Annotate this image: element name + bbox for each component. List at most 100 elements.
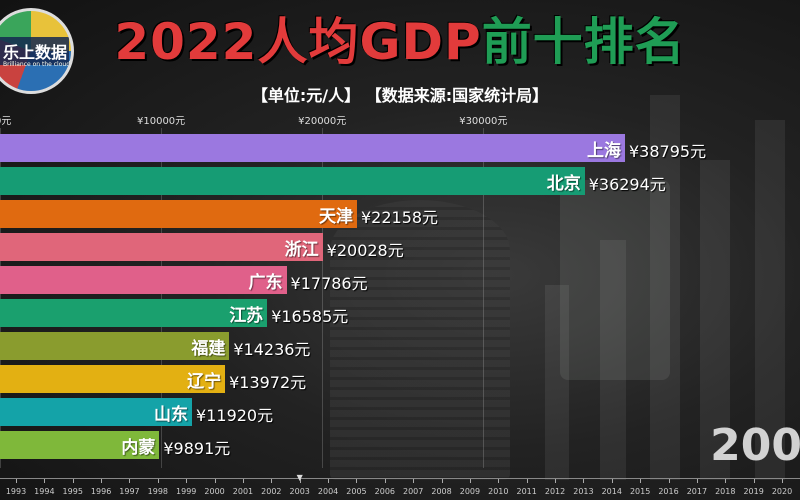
timeline-tick-mark bbox=[271, 479, 273, 483]
bar-value-label: ¥38795元 bbox=[629, 142, 707, 161]
timeline-year-label[interactable]: 2006 bbox=[374, 487, 395, 496]
bar bbox=[0, 134, 625, 162]
timeline-year-label[interactable]: 2000 bbox=[204, 487, 225, 496]
timeline-tick-mark bbox=[186, 479, 188, 483]
logo: 乐上数据 Brilliance on the cloud bbox=[0, 8, 74, 94]
timeline-year-label[interactable]: 1996 bbox=[90, 487, 112, 496]
timeline-year-label[interactable]: 2004 bbox=[317, 487, 339, 496]
timeline-year-label[interactable]: 2002 bbox=[261, 487, 282, 496]
year-watermark: 200 bbox=[710, 420, 800, 471]
timeline-tick-mark bbox=[413, 479, 415, 483]
gridline bbox=[161, 128, 163, 468]
bar-category-label: 内蒙 bbox=[121, 438, 156, 458]
timeline-tick-mark bbox=[214, 479, 216, 483]
timeline-year-label[interactable]: 2012 bbox=[544, 487, 566, 496]
timeline-year-label[interactable]: 2009 bbox=[459, 487, 481, 496]
x-axis-top: ¥0元 ¥10000元 ¥20000元 ¥30000元 bbox=[0, 112, 800, 132]
bar-category-label: 北京 bbox=[546, 174, 581, 194]
timeline-year-label[interactable]: 1994 bbox=[34, 487, 55, 496]
x-tick-label: ¥10000元 bbox=[137, 116, 186, 127]
timeline-year-label[interactable]: 1998 bbox=[147, 487, 169, 496]
x-tick-label: ¥30000元 bbox=[459, 116, 508, 127]
timeline-tick-mark bbox=[696, 479, 698, 483]
bar-value-label: ¥22158元 bbox=[360, 208, 439, 227]
timeline-cursor-icon[interactable]: ▼ bbox=[296, 473, 303, 482]
timeline-tick-mark bbox=[611, 479, 613, 483]
timeline-axis[interactable]: 1993 1994 1995 1996 1997 1998 1999 2000 2001 2002… bbox=[0, 473, 800, 500]
timeline-year-label[interactable]: 1995 bbox=[62, 487, 83, 496]
timeline-tick-mark bbox=[328, 479, 330, 483]
bar bbox=[0, 233, 323, 261]
bar bbox=[0, 365, 226, 393]
timeline-year-label[interactable]: 2005 bbox=[346, 487, 367, 496]
gridline bbox=[0, 128, 1, 468]
timeline-year-label[interactable]: 1999 bbox=[176, 487, 197, 496]
timeline-year-label[interactable]: 2007 bbox=[402, 487, 424, 496]
timeline-tick-mark bbox=[242, 479, 244, 483]
timeline-tick-mark bbox=[526, 479, 528, 483]
timeline-tick-mark bbox=[356, 479, 358, 483]
timeline-tick-mark bbox=[498, 479, 500, 483]
chart-subtitle: 【单位:元/人】 【数据来源:国家统计局】 bbox=[251, 86, 549, 105]
bg-column bbox=[545, 285, 569, 480]
x-tick-label: ¥0元 bbox=[0, 116, 12, 127]
timeline-tick-mark bbox=[441, 479, 443, 483]
timeline-year-label[interactable]: 2018 bbox=[715, 487, 736, 496]
bar-category-label: 福建 bbox=[191, 339, 226, 359]
timeline-year-label[interactable]: 2013 bbox=[573, 487, 594, 496]
bar bbox=[0, 266, 287, 294]
timeline-year-label[interactable]: 1993 bbox=[5, 487, 27, 496]
timeline-tick-mark bbox=[555, 479, 557, 483]
timeline-year-label[interactable]: 1997 bbox=[119, 487, 140, 496]
title-rank: 前十排名 bbox=[481, 13, 686, 71]
timeline-year-label[interactable]: 2003 bbox=[289, 487, 310, 496]
logo-subtext: Brilliance on the cloud bbox=[3, 61, 71, 68]
timeline-tick-mark bbox=[583, 479, 585, 483]
bar-value-label: ¥13972元 bbox=[229, 373, 307, 392]
bar-category-label: 辽宁 bbox=[187, 372, 222, 392]
timeline-year-label[interactable]: 2011 bbox=[516, 487, 537, 496]
bar-category-label: 广东 bbox=[248, 273, 283, 293]
bar-category-label: 山东 bbox=[154, 405, 189, 425]
timeline-year-label[interactable]: 2014 bbox=[601, 487, 622, 496]
bg-column bbox=[700, 160, 730, 480]
bg-column bbox=[600, 240, 626, 480]
timeline-year-label[interactable]: 2001 bbox=[232, 487, 254, 496]
title-metric: 人均GDP bbox=[257, 13, 482, 71]
timeline-tick-mark bbox=[16, 479, 17, 483]
bar bbox=[0, 299, 268, 327]
coin-stack-background bbox=[330, 200, 510, 480]
timeline-year-label[interactable]: 2020 bbox=[771, 487, 793, 496]
timeline-tick-mark bbox=[384, 479, 386, 483]
bar-value-label: ¥36294元 bbox=[588, 175, 666, 194]
timeline-tick-mark bbox=[101, 479, 103, 483]
timeline-year-label[interactable]: 2016 bbox=[658, 487, 679, 496]
timeline-year-label[interactable]: 2008 bbox=[431, 487, 452, 496]
timeline-tick-mark bbox=[44, 479, 46, 483]
bar-value-label: ¥11920元 bbox=[196, 406, 274, 425]
chart-title: 2022人均GDP前十排名 bbox=[0, 2, 800, 74]
bar bbox=[0, 398, 193, 426]
timeline-year-label[interactable]: 2010 bbox=[488, 487, 509, 496]
timeline-tick-mark bbox=[299, 479, 301, 483]
bar-value-label: ¥17786元 bbox=[290, 274, 368, 293]
banknote-background bbox=[560, 180, 670, 380]
bar bbox=[0, 332, 230, 360]
gridline bbox=[483, 128, 485, 468]
gridline bbox=[322, 128, 324, 468]
timeline-tick-mark bbox=[725, 479, 727, 483]
timeline-tick-mark bbox=[753, 479, 755, 483]
timeline-tick-mark bbox=[782, 479, 783, 483]
bar-category-label: 上海 bbox=[587, 141, 621, 161]
bar-value-label: ¥20028元 bbox=[326, 241, 404, 260]
x-tick-label: ¥20000元 bbox=[298, 116, 347, 127]
timeline-year-label[interactable]: 2019 bbox=[743, 487, 764, 496]
timeline-tick-mark bbox=[129, 479, 131, 483]
timeline-year-label[interactable]: 2015 bbox=[629, 487, 651, 496]
timeline-year-label[interactable]: 2017 bbox=[686, 487, 708, 496]
bg-column bbox=[755, 120, 785, 480]
bg-column bbox=[650, 95, 680, 480]
bar-category-label: 江苏 bbox=[229, 306, 264, 326]
bar-category-label: 天津 bbox=[318, 207, 353, 227]
